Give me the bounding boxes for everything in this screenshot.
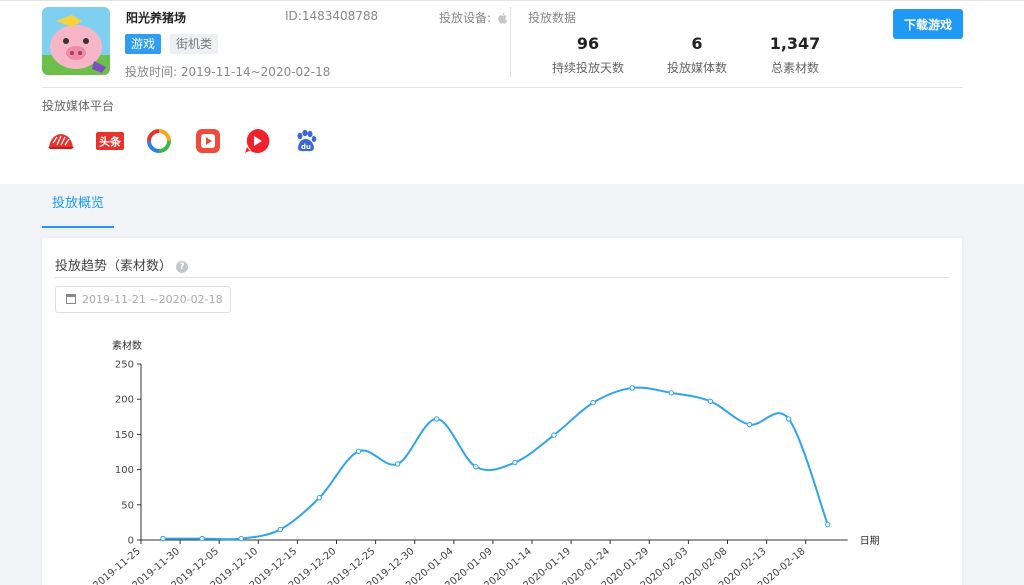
download-game-button[interactable]: 下载游戏 <box>893 9 963 39</box>
data-point <box>434 416 440 422</box>
data-point <box>473 464 479 470</box>
trend-card: 投放趋势（素材数）? 2019-11-21 ~2020-02-18 0 50 100… <box>42 238 962 585</box>
y-tick-label: 150 <box>115 430 134 441</box>
data-point <box>277 526 284 533</box>
stat-media-label: 投放媒体数 <box>666 61 727 75</box>
media-play-circle-icon[interactable] <box>243 127 271 155</box>
x-axis-label: 日期 <box>860 535 880 547</box>
date-range-picker[interactable]: 2019-11-21 ~2020-02-18 <box>55 286 231 313</box>
media-video-icon[interactable] <box>194 127 222 155</box>
data-point <box>590 400 596 406</box>
trend-title: 投放趋势（素材数）? <box>55 255 189 274</box>
y-tick-label: 100 <box>115 465 134 476</box>
data-point <box>746 421 753 428</box>
device-info: 投放设备: <box>439 9 508 26</box>
tag-game: 游戏 <box>125 34 162 54</box>
stat-materials-value: 1,347 <box>769 34 821 53</box>
y-tick-label: 200 <box>115 395 134 406</box>
y-axis-label: 素材数 <box>112 339 142 352</box>
media-ring-icon[interactable] <box>145 127 173 155</box>
data-point <box>785 416 792 422</box>
stat-materials: 1,347 总素材数 <box>745 34 845 76</box>
tab-overview[interactable]: 投放概览 <box>42 184 115 228</box>
stat-materials-label: 总素材数 <box>770 61 819 75</box>
app-icon <box>42 7 110 75</box>
data-point <box>707 398 714 405</box>
data-point <box>238 535 244 542</box>
horizontal-divider <box>42 87 963 88</box>
launch-time-value: 2019-11-14~2020-02-18 <box>180 65 331 79</box>
platform-title: 投放媒体平台 <box>42 99 115 113</box>
data-point <box>629 385 635 391</box>
stat-media: 6 投放媒体数 <box>647 34 747 76</box>
launch-time: 投放时间: 2019-11-14~2020-02-18 <box>125 63 330 80</box>
data-point <box>355 448 362 454</box>
data-point <box>394 461 401 467</box>
stat-days-label: 持续投放天数 <box>551 61 624 75</box>
device-label: 投放设备: <box>439 11 492 25</box>
launch-time-label: 投放时间: <box>125 65 178 79</box>
stat-media-value: 6 <box>691 34 703 53</box>
vertical-divider <box>510 7 511 77</box>
tab-bar: 投放概览 <box>0 184 1024 228</box>
help-icon[interactable]: ? <box>176 261 189 273</box>
stats-title: 投放数据 <box>528 11 577 25</box>
data-point <box>316 495 323 501</box>
calendar-icon <box>66 294 76 304</box>
data-point <box>160 535 166 542</box>
data-point <box>199 535 205 542</box>
apple-icon <box>498 12 508 24</box>
y-tick-label: 0 <box>128 536 134 547</box>
y-tick-label: 50 <box>121 500 134 511</box>
series-line <box>163 386 829 541</box>
data-point <box>668 390 674 396</box>
baidu-text: du <box>301 143 311 151</box>
stat-days: 96 持续投放天数 <box>538 34 638 76</box>
app-name: 阳光养猪场 <box>126 11 187 25</box>
app-header: 阳光养猪场 ID:1483408788 投放设备: 游戏 街机类 投放时间: 2… <box>0 0 1024 184</box>
toutiao-text: 头条 <box>99 135 122 149</box>
trend-title-text: 投放趋势（素材数） <box>55 259 173 274</box>
date-range-value: 2019-11-21 ~2020-02-18 <box>82 293 223 306</box>
app-id: ID:1483408788 <box>285 9 379 23</box>
data-point <box>551 432 557 438</box>
data-point <box>512 459 518 466</box>
media-baidu-icon[interactable]: du <box>292 127 320 155</box>
trend-chart: 050100150200250素材数日期2019-11-252019-11-30… <box>91 339 880 585</box>
stat-days-value: 96 <box>576 34 600 53</box>
media-hat-icon[interactable] <box>47 127 75 155</box>
card-divider <box>55 277 949 278</box>
media-toutiao-icon[interactable]: 头条 <box>96 127 124 155</box>
tag-category: 街机类 <box>170 34 219 54</box>
y-tick-label: 250 <box>115 360 134 371</box>
data-point <box>825 521 831 528</box>
